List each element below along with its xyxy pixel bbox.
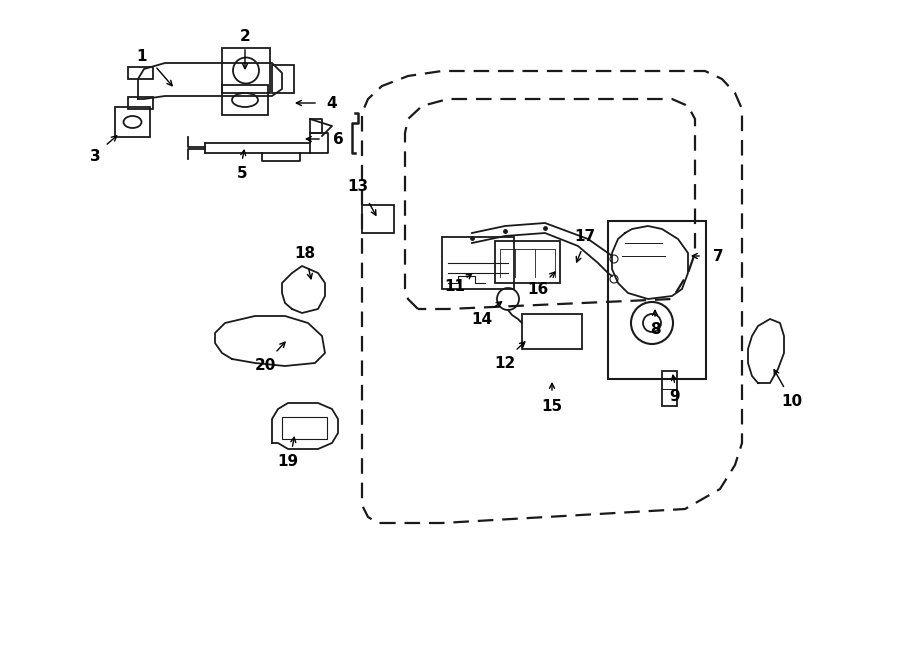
- Text: 10: 10: [781, 393, 803, 408]
- Bar: [495, 241, 560, 283]
- Bar: [272, 65, 294, 93]
- Bar: [662, 371, 677, 406]
- Text: 12: 12: [494, 356, 516, 371]
- Bar: [115, 107, 150, 137]
- Bar: [608, 221, 706, 379]
- Text: 19: 19: [277, 453, 299, 469]
- Text: 13: 13: [347, 178, 369, 194]
- Text: 6: 6: [333, 132, 344, 147]
- Text: 8: 8: [650, 321, 661, 336]
- Bar: [522, 314, 582, 349]
- Text: 1: 1: [137, 48, 148, 63]
- Bar: [222, 85, 268, 115]
- Text: 17: 17: [574, 229, 596, 243]
- Text: 7: 7: [713, 249, 724, 264]
- Bar: [128, 67, 153, 79]
- Text: 4: 4: [327, 95, 338, 110]
- Text: 2: 2: [239, 28, 250, 44]
- Bar: [282, 417, 327, 439]
- Text: 3: 3: [90, 149, 100, 163]
- Bar: [442, 237, 514, 289]
- Text: 9: 9: [670, 389, 680, 403]
- Bar: [362, 205, 394, 233]
- Text: 14: 14: [472, 311, 492, 327]
- Bar: [222, 48, 270, 93]
- Bar: [128, 97, 153, 109]
- Text: 15: 15: [542, 399, 562, 414]
- Text: 16: 16: [527, 282, 549, 297]
- Text: 5: 5: [237, 165, 248, 180]
- Text: 20: 20: [255, 358, 275, 373]
- Text: 11: 11: [445, 278, 465, 293]
- Text: 18: 18: [294, 245, 316, 260]
